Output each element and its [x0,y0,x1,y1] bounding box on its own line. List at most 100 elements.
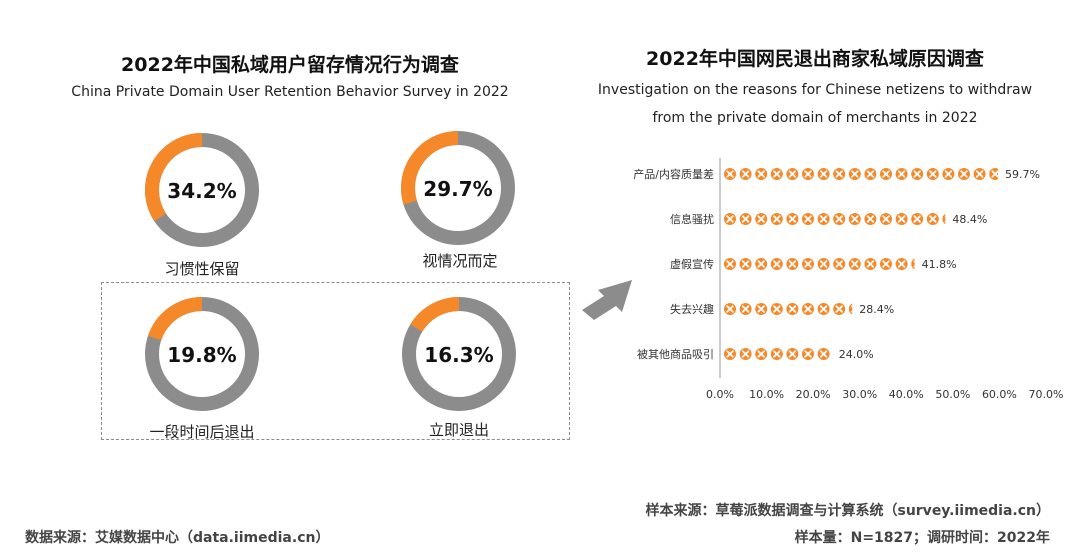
bar-category-label: 虚假宣传 [670,257,714,271]
bar-marker [833,168,846,180]
donut-segment [410,297,460,332]
donut-exit-after-period: 19.8% [145,297,259,411]
reasons-bar-chart: 产品/内容质量差 59.7% 信息骚扰 48.4% 虚假宣传 41.8% 失去兴趣 28.4%… [633,158,1064,401]
bar-marker [864,258,877,270]
bar-value-label: 28.4% [859,303,894,316]
donut-segment [145,133,203,222]
bar-marker [817,213,830,225]
bar-value-label: 48.4% [952,213,987,226]
bar-marker [770,348,783,360]
exit-group-box [101,282,570,440]
bar-marker [802,258,814,270]
donut-label-depends-on-situation: 视情况而定 [422,252,498,270]
bar [724,168,999,180]
bar-marker [833,213,846,225]
bar-category-label: 失去兴趣 [670,302,714,316]
bar-value-label: 59.7% [1005,168,1040,181]
bar-marker [755,213,768,225]
bar-marker [926,168,939,180]
x-tick-label: 70.0% [1029,388,1064,401]
bar-marker [817,348,830,360]
right-arrow-icon [582,280,632,320]
bar [724,303,853,315]
donut-label-exit-after-period: 一段时间后退出 [149,423,255,441]
bar-marker [848,213,861,225]
bar-marker [911,258,915,270]
sample-source: 样本来源：草莓派数据调查与计算系统（survey.iimedia.cn） [645,503,1050,519]
bar-marker [989,168,999,180]
bar-marker [942,168,955,180]
bar-marker [833,303,846,315]
donut-value-label: 16.3% [424,343,493,367]
bar-marker [724,168,736,180]
bar-marker [864,213,877,225]
bar-marker [895,258,908,270]
bar-marker [848,303,853,315]
bar-marker [755,258,768,270]
bar-marker [817,303,830,315]
bar-marker [786,258,799,270]
bar-marker [724,348,736,360]
bar-marker [755,348,768,360]
bar-marker [724,213,736,225]
right-chart-subtitle-line1: Investigation on the reasons for Chinese… [597,82,1033,98]
bar-marker [739,258,752,270]
bar-marker [786,213,799,225]
x-tick-label: 20.0% [796,388,831,401]
bar-marker [739,168,752,180]
x-tick-label: 50.0% [935,388,970,401]
bar-marker [770,168,783,180]
bar-marker [739,213,752,225]
x-tick-label: 30.0% [842,388,877,401]
right-chart-subtitle-line2: from the private domain of merchants in … [652,110,978,126]
bar-value-label: 24.0% [839,348,874,361]
bar-marker [848,258,861,270]
donut-segment [401,131,459,205]
bar-marker [802,213,814,225]
right-chart-title: 2022年中国网民退出商家私域原因调查 [646,48,984,70]
donut-label-immediate-exit: 立即退出 [428,421,489,439]
bar-marker [911,213,924,225]
bar-marker [817,168,830,180]
x-tick-label: 60.0% [982,388,1017,401]
bar-marker [786,168,799,180]
bar-marker [770,258,783,270]
x-tick-label: 10.0% [749,388,784,401]
bar-marker [848,168,861,180]
bar [724,348,830,360]
x-tick-label: 0.0% [706,388,734,401]
right-chart-subtitle: Investigation on the reasons for Chinese… [580,76,1050,132]
bar-marker [880,213,892,225]
bar-marker [802,303,814,315]
bar-marker [770,213,783,225]
bar-marker [958,168,970,180]
bar-marker [973,168,986,180]
bar-marker [833,258,846,270]
bar-value-label: 41.8% [922,258,957,271]
donut-label-habitual-retention: 习惯性保留 [164,260,240,278]
bar-marker [724,303,736,315]
bar-marker [895,213,908,225]
donut-segment [148,297,203,341]
bar-marker [786,348,799,360]
sample-size: 样本量：N=1827；调研时间：2022年 [794,530,1050,546]
bar [724,258,915,270]
bar-marker [880,258,892,270]
bar-marker [724,258,736,270]
bar-marker [802,348,814,360]
bar-marker [942,213,946,225]
data-source: 数据来源：艾媒数据中心（data.iimedia.cn） [25,530,330,546]
donut-immediate-exit: 16.3% [402,297,516,411]
bar-marker [770,303,783,315]
left-chart-title: 2022年中国私域用户留存情况行为调查 [121,54,459,76]
bar-marker [895,168,908,180]
donut-value-label: 34.2% [167,179,236,203]
bar-category-label: 信息骚扰 [670,212,714,226]
donut-value-label: 29.7% [423,177,492,201]
bar-category-label: 产品/内容质量差 [633,167,714,181]
bar-marker [755,303,768,315]
donut-habitual-retention: 34.2% [145,133,259,247]
bar-marker [786,303,799,315]
bar [724,213,946,225]
bar-category-label: 被其他商品吸引 [637,347,714,361]
